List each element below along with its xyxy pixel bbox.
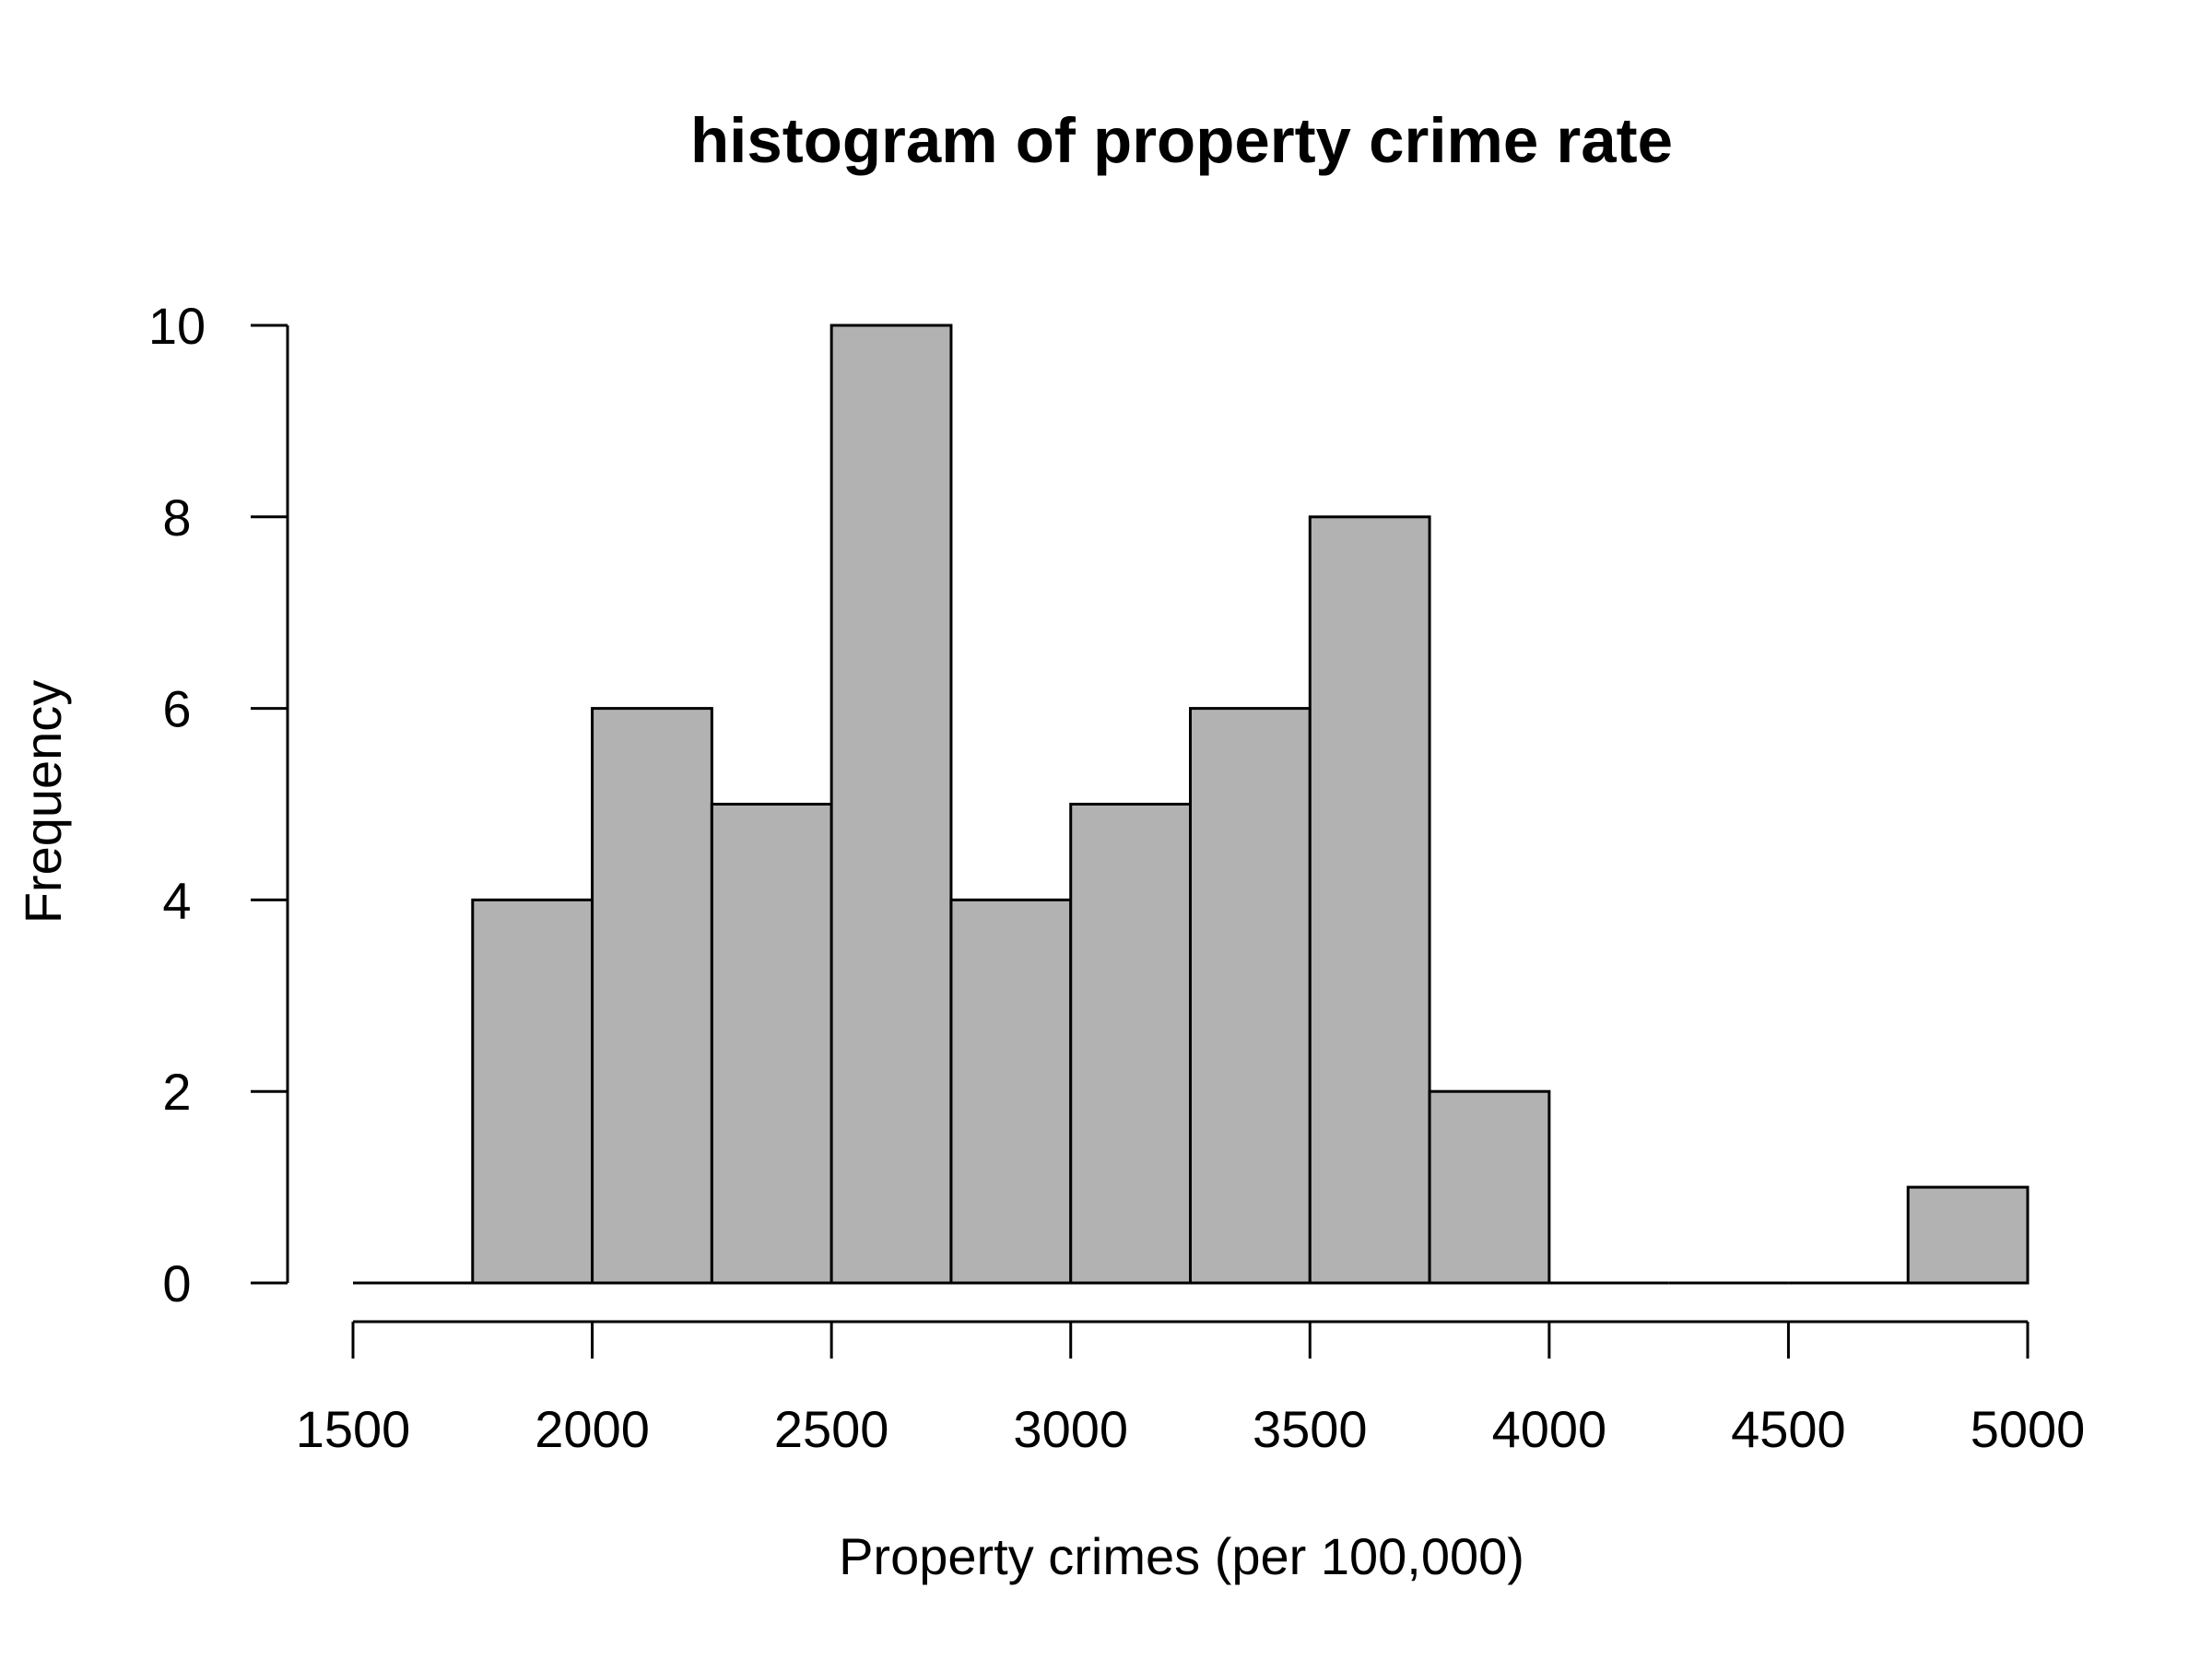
histogram-bar-3: [710, 803, 833, 1285]
x-tick-label: 1500: [296, 1400, 411, 1458]
x-axis-label: Property crimes (per 100,000): [839, 1527, 1524, 1585]
y-tick-label: 0: [162, 1254, 191, 1312]
x-tick-label: 4000: [1492, 1400, 1607, 1458]
y-tick-label: 4: [162, 871, 191, 929]
x-tick-label: 2500: [774, 1400, 889, 1458]
x-tick-label: 4500: [1731, 1400, 1846, 1458]
chart-title: histogram of property crime rate: [690, 105, 1673, 176]
y-tick-label: 10: [148, 297, 206, 355]
histogram-bar-2: [591, 707, 713, 1285]
histogram-bar-6: [1069, 803, 1192, 1285]
x-tick-label: 5000: [1971, 1400, 2086, 1458]
x-tick-label: 3000: [1013, 1400, 1128, 1458]
histogram-bar-7: [1189, 707, 1312, 1285]
y-tick-label: 8: [162, 488, 191, 547]
y-tick-label: 2: [162, 1063, 191, 1121]
histogram-bar-13: [1906, 1185, 2030, 1285]
histogram-bar-4: [830, 324, 953, 1285]
x-tick-label: 3500: [1253, 1400, 1368, 1458]
x-axis: 1500 2000 2500 3000 3500 4000 4500 5000: [296, 1320, 2086, 1458]
histogram-bar-1: [471, 898, 594, 1285]
histogram-bar-9: [1428, 1089, 1551, 1285]
y-axis-label: Frequency: [14, 680, 72, 924]
histogram-bar-5: [949, 898, 1073, 1285]
y-tick-label: 6: [162, 680, 191, 738]
histogram-bar-8: [1308, 515, 1431, 1285]
x-tick-label: 2000: [535, 1400, 650, 1458]
y-axis: 0 2 4 6 8 10: [148, 297, 289, 1312]
bars-group: [353, 324, 2030, 1285]
